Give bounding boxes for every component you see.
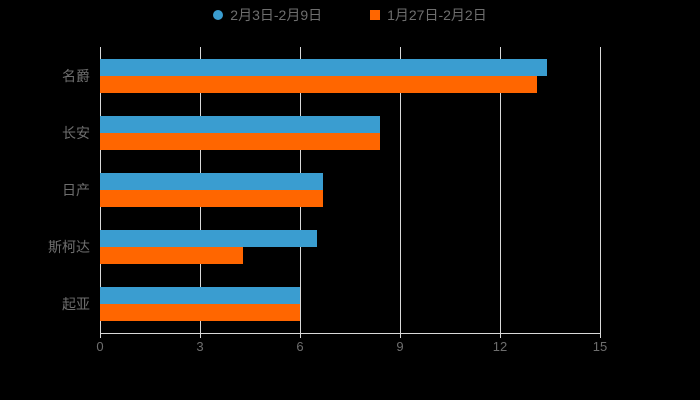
gridline-x-15 xyxy=(600,47,601,333)
y-axis-label-5: 起亚 xyxy=(62,296,90,313)
legend-item-series-2[interactable]: 1月27日-2月2日 xyxy=(370,8,487,22)
plot-area xyxy=(100,47,601,333)
x-tick-label: 15 xyxy=(592,339,608,354)
gridline-x-12 xyxy=(500,47,501,333)
x-tick-mark-0 xyxy=(100,333,101,338)
x-tick-label: 12 xyxy=(492,339,508,354)
bar-2-4[interactable] xyxy=(100,247,244,265)
legend-marker-square-icon xyxy=(370,10,381,20)
bar-2-3[interactable] xyxy=(100,190,324,207)
x-tick-label: 6 xyxy=(296,339,304,354)
x-tick-mark-9 xyxy=(400,333,401,338)
x-tick-mark-12 xyxy=(500,333,501,338)
legend-label: 2月3日-2月9日 xyxy=(230,7,323,23)
y-axis-label-4: 斯柯达 xyxy=(48,239,90,256)
x-axis-line xyxy=(100,333,600,334)
x-tick-label: 3 xyxy=(196,339,204,354)
x-tick-label: 0 xyxy=(96,339,104,354)
y-axis-label-3: 日产 xyxy=(62,182,90,198)
bar-2-2[interactable] xyxy=(100,132,380,150)
bar-1-1[interactable] xyxy=(100,58,547,76)
bar-2-5[interactable] xyxy=(100,304,300,322)
y-axis-label-1: 名爵 xyxy=(62,67,90,84)
bar-2-1[interactable] xyxy=(100,75,537,93)
x-tick-mark-3 xyxy=(200,333,201,338)
legend-label: 1月27日-2月2日 xyxy=(387,7,487,23)
bar-1-3[interactable] xyxy=(100,173,324,190)
bar-1-5[interactable] xyxy=(100,287,300,305)
y-axis-label-2: 长安 xyxy=(62,124,90,141)
chart-legend: 2月3日-2月9日 1月27日-2月2日 xyxy=(0,8,700,22)
y-axis-labels: 名爵长安日产斯柯达起亚 xyxy=(0,0,90,400)
bar-1-4[interactable] xyxy=(100,230,317,248)
legend-item-series-1[interactable]: 2月3日-2月9日 xyxy=(213,8,322,22)
x-tick-label: 9 xyxy=(396,339,404,354)
gridline-x-9 xyxy=(400,47,401,333)
x-tick-mark-6 xyxy=(300,333,301,338)
legend-marker-circle-icon xyxy=(213,10,224,20)
x-tick-mark-15 xyxy=(600,333,601,338)
bar-1-2[interactable] xyxy=(100,115,380,133)
